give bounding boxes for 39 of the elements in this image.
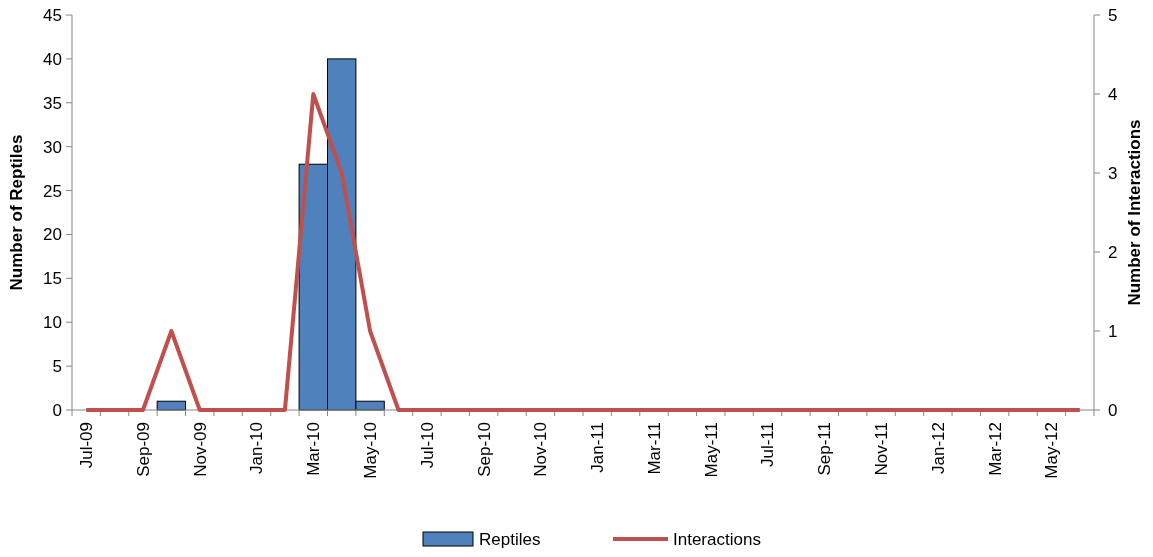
line-series: [84, 92, 1082, 412]
x-tick-label: May-12: [1042, 422, 1062, 479]
x-tick-label: Jan-10: [247, 422, 267, 474]
y2-tick-label: 0: [1108, 400, 1118, 420]
y2-tick-label: 5: [1108, 5, 1118, 25]
x-tick-label: Sep-09: [133, 422, 153, 477]
y-tick-label: 25: [43, 181, 62, 201]
y-tick-label: 45: [43, 5, 62, 25]
x-tick-label: Jul-11: [758, 422, 778, 468]
y2-tick-label: 2: [1108, 242, 1118, 262]
x-tick-label: Mar-12: [985, 422, 1005, 476]
y-tick-label: 10: [43, 313, 62, 333]
x-tick-label: Nov-09: [190, 422, 210, 477]
x-tick-label: May-11: [701, 422, 721, 478]
x-tick-label: Jul-10: [417, 422, 437, 469]
x-tick-label: May-10: [361, 422, 381, 479]
x-tick-label: Sep-10: [474, 422, 494, 477]
y2-axis-title: Number of Interactions: [1125, 119, 1144, 306]
x-tick-label: Mar-10: [304, 422, 324, 476]
x-tick-label: Nov-11: [872, 422, 892, 476]
legend-label: Reptiles: [479, 529, 541, 549]
y-tick-label: 0: [52, 400, 62, 420]
x-tick-label: Jul-09: [77, 422, 97, 469]
y-tick-label: 35: [43, 93, 62, 113]
x-tick-label: Mar-11: [644, 422, 664, 475]
x-tick-label: Sep-11: [815, 422, 835, 476]
y-tick-label: 15: [43, 269, 62, 289]
y2-tick-label: 4: [1108, 84, 1118, 104]
y-axis-title: Number of Reptiles: [7, 134, 26, 291]
legend-label: Interactions: [673, 529, 761, 549]
y-tick-label: 20: [43, 225, 62, 245]
y2-tick-label: 3: [1108, 163, 1118, 183]
y-tick-label: 5: [52, 357, 62, 377]
x-tick-label: Jan-12: [928, 422, 948, 474]
y-tick-label: 40: [43, 49, 62, 69]
y-tick-label: 30: [43, 137, 62, 157]
x-tick-label: Jan-11: [588, 422, 608, 473]
x-tick-label: Nov-10: [531, 422, 551, 477]
y2-tick-label: 1: [1108, 321, 1118, 341]
